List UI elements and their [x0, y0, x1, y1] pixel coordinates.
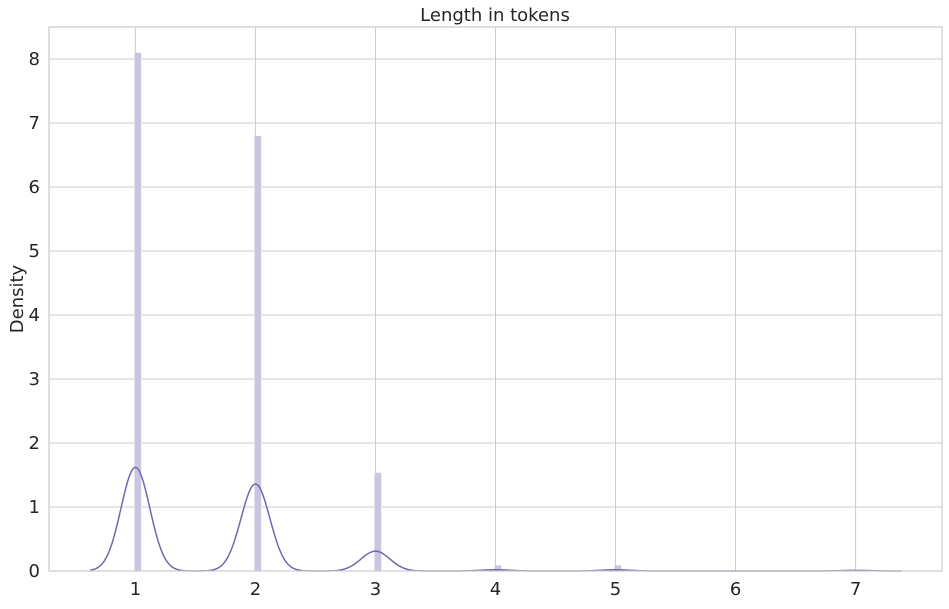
histogram-bar: [374, 472, 382, 572]
chart-title: Length in tokens: [420, 5, 570, 26]
x-tick-label: 6: [730, 579, 741, 600]
x-tick-label: 5: [610, 579, 621, 600]
x-tick-label: 7: [850, 579, 861, 600]
gridlines: [49, 27, 942, 572]
x-tick-label: 1: [130, 579, 141, 600]
y-axis-label: Density: [7, 264, 28, 333]
histogram-bars: [134, 52, 622, 572]
y-tick-label: 1: [29, 497, 40, 518]
histogram-bar: [134, 52, 142, 572]
y-tick-label: 3: [29, 369, 40, 390]
tick-labels: 1 2 3 4 5 6 7 0 1 2 3 4 5 6 7 8: [29, 49, 862, 600]
x-tick-label: 3: [370, 579, 381, 600]
y-tick-label: 2: [29, 433, 40, 454]
y-tick-label: 5: [29, 241, 40, 262]
y-tick-label: 0: [29, 561, 40, 582]
histogram-bar: [254, 135, 262, 572]
x-tick-label: 2: [250, 579, 261, 600]
y-tick-label: 8: [29, 49, 40, 70]
x-tick-label: 4: [490, 579, 501, 600]
y-tick-label: 4: [29, 305, 40, 326]
plot-frame: [48, 26, 943, 572]
y-tick-label: 6: [29, 177, 40, 198]
y-tick-label: 7: [29, 113, 40, 134]
